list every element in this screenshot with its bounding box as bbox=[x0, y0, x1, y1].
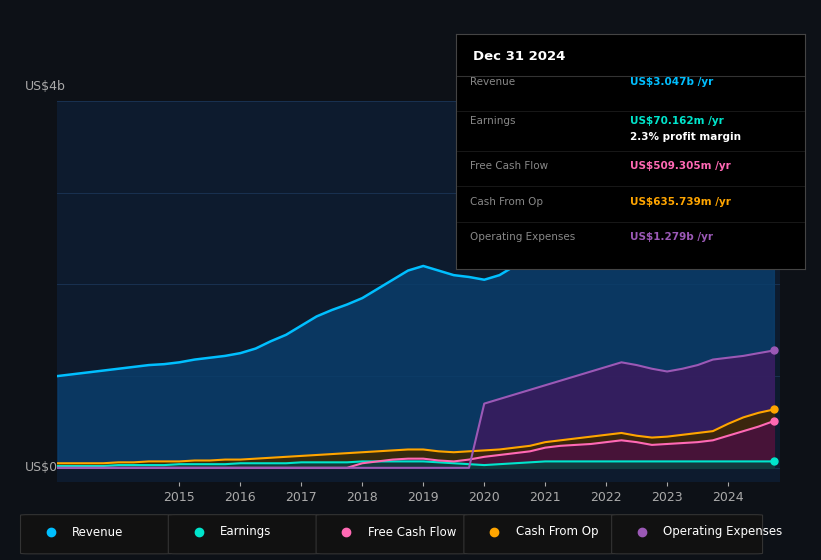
Text: Earnings: Earnings bbox=[470, 115, 515, 125]
Text: US$3.047b /yr: US$3.047b /yr bbox=[631, 77, 713, 87]
FancyBboxPatch shape bbox=[168, 515, 319, 554]
Text: US$0: US$0 bbox=[25, 461, 58, 474]
Text: US$509.305m /yr: US$509.305m /yr bbox=[631, 161, 731, 171]
Text: Revenue: Revenue bbox=[72, 525, 124, 539]
FancyBboxPatch shape bbox=[21, 515, 172, 554]
Text: Free Cash Flow: Free Cash Flow bbox=[470, 161, 548, 171]
FancyBboxPatch shape bbox=[612, 515, 763, 554]
Text: US$1.279b /yr: US$1.279b /yr bbox=[631, 232, 713, 242]
Text: Earnings: Earnings bbox=[220, 525, 272, 539]
Text: US$4b: US$4b bbox=[25, 80, 66, 93]
Text: Revenue: Revenue bbox=[470, 77, 515, 87]
Text: 2.3% profit margin: 2.3% profit margin bbox=[631, 132, 741, 142]
Text: Cash From Op: Cash From Op bbox=[470, 197, 543, 207]
Text: Free Cash Flow: Free Cash Flow bbox=[368, 525, 456, 539]
Text: Operating Expenses: Operating Expenses bbox=[470, 232, 575, 242]
Text: Operating Expenses: Operating Expenses bbox=[663, 525, 782, 539]
Text: Dec 31 2024: Dec 31 2024 bbox=[473, 50, 566, 63]
FancyBboxPatch shape bbox=[464, 515, 615, 554]
Text: US$70.162m /yr: US$70.162m /yr bbox=[631, 115, 724, 125]
FancyBboxPatch shape bbox=[316, 515, 467, 554]
Text: US$635.739m /yr: US$635.739m /yr bbox=[631, 197, 731, 207]
Text: Cash From Op: Cash From Op bbox=[516, 525, 598, 539]
